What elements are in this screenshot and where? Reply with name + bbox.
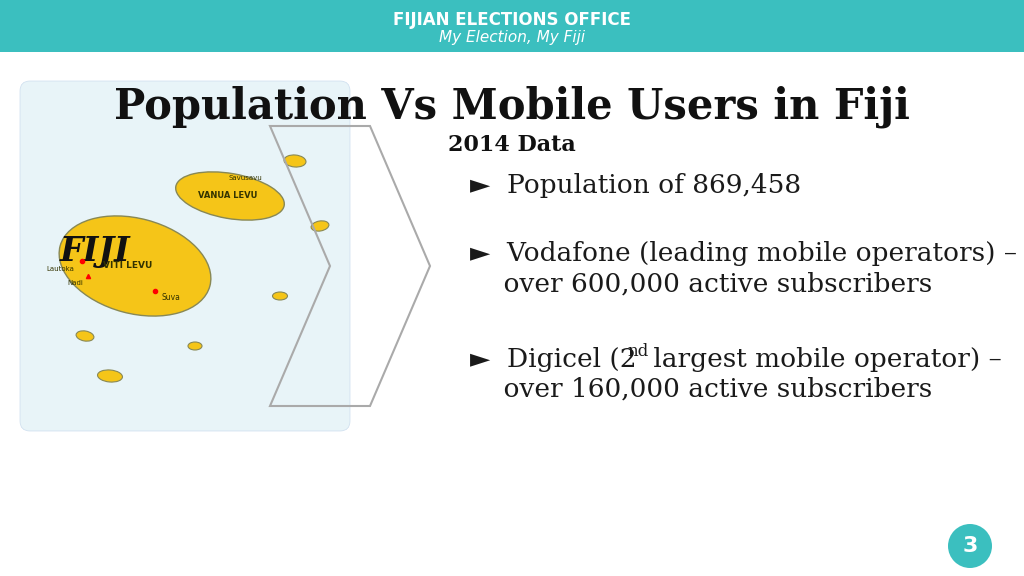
Text: ►  Vodafone (leading mobile operators) –: ► Vodafone (leading mobile operators) – bbox=[470, 241, 1017, 267]
Text: over 160,000 active subscribers: over 160,000 active subscribers bbox=[470, 377, 932, 401]
Text: VANUA LEVU: VANUA LEVU bbox=[199, 191, 258, 200]
FancyBboxPatch shape bbox=[0, 0, 1024, 52]
Text: over 600,000 active subscribers: over 600,000 active subscribers bbox=[470, 271, 932, 297]
Text: My Election, My Fiji: My Election, My Fiji bbox=[439, 30, 585, 45]
Text: 2014 Data: 2014 Data bbox=[449, 134, 575, 156]
Text: ►  Population of 869,458: ► Population of 869,458 bbox=[470, 173, 801, 199]
Text: largest mobile operator) –: largest mobile operator) – bbox=[645, 347, 1001, 372]
Text: Population Vs Mobile Users in Fiji: Population Vs Mobile Users in Fiji bbox=[114, 86, 910, 128]
FancyBboxPatch shape bbox=[20, 81, 350, 431]
Ellipse shape bbox=[176, 172, 285, 220]
Text: Lautoka: Lautoka bbox=[46, 266, 74, 272]
Ellipse shape bbox=[188, 342, 202, 350]
Ellipse shape bbox=[97, 370, 123, 382]
Text: Suva: Suva bbox=[162, 293, 181, 301]
Text: VITI LEVU: VITI LEVU bbox=[103, 262, 153, 271]
Text: FIJI: FIJI bbox=[60, 234, 131, 267]
Circle shape bbox=[948, 524, 992, 568]
Text: Savusavu: Savusavu bbox=[228, 175, 262, 181]
Ellipse shape bbox=[311, 221, 329, 231]
Text: FIJIAN ELECTIONS OFFICE: FIJIAN ELECTIONS OFFICE bbox=[393, 11, 631, 29]
Text: nd: nd bbox=[627, 343, 648, 359]
Ellipse shape bbox=[59, 216, 211, 316]
Ellipse shape bbox=[284, 155, 306, 167]
Text: ►  Digicel (2: ► Digicel (2 bbox=[470, 347, 637, 372]
Ellipse shape bbox=[76, 331, 94, 341]
Ellipse shape bbox=[272, 292, 288, 300]
Text: Nadi: Nadi bbox=[67, 280, 83, 286]
Text: 3: 3 bbox=[963, 536, 978, 556]
